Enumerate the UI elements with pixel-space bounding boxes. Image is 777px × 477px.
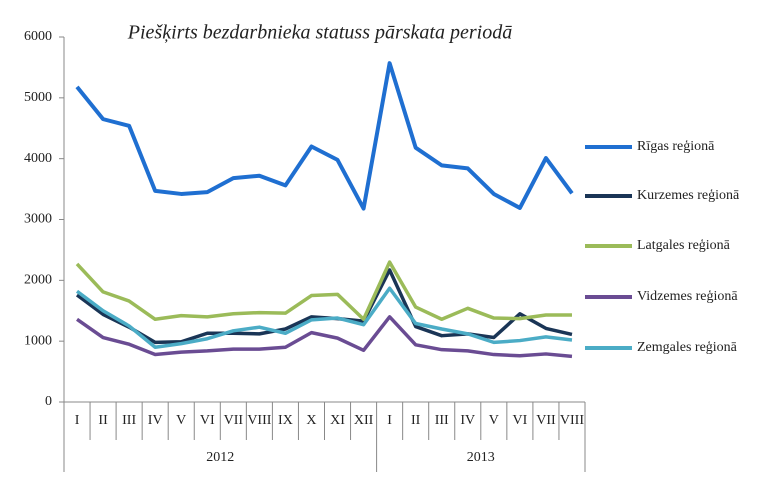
series-line xyxy=(75,61,574,211)
legend-label: Latgales reģionā xyxy=(637,237,731,253)
legend-label: Vidzemes reģionā xyxy=(637,288,738,304)
group-label: 2013 xyxy=(467,450,495,465)
x-tick-label: I xyxy=(387,413,392,428)
x-tick-label: V xyxy=(489,413,499,428)
y-tick-label: 4000 xyxy=(24,151,52,166)
x-tick-label: VII xyxy=(224,413,244,428)
x-tick-label: IV xyxy=(460,413,475,428)
chart-title: Piešķirts bezdarbnieka statuss pārskata … xyxy=(127,22,512,44)
x-tick-label: V xyxy=(176,413,186,428)
y-tick-label: 0 xyxy=(45,394,52,409)
x-tick-label: XI xyxy=(330,413,345,428)
legend-label: Kurzemes reģionā xyxy=(637,187,740,203)
series-line xyxy=(75,260,572,322)
x-tick-label: X xyxy=(306,413,316,428)
x-tick-label: II xyxy=(411,413,421,428)
legend-label: Zemgales reģionā xyxy=(637,339,738,355)
x-tick-label: XII xyxy=(354,413,374,428)
x-tick-label: III xyxy=(122,413,136,428)
y-tick-label: 3000 xyxy=(24,212,52,227)
legend-label: Rīgas reģionā xyxy=(637,138,715,154)
x-tick-label: VII xyxy=(536,413,556,428)
y-tick-label: 1000 xyxy=(24,333,52,348)
series-line xyxy=(76,315,573,359)
x-tick-label: VIII xyxy=(560,413,584,428)
series-line xyxy=(75,268,573,345)
x-tick-label: III xyxy=(435,413,449,428)
y-tick-label: 6000 xyxy=(24,29,52,44)
x-tick-label: VIII xyxy=(247,413,271,428)
x-tick-label: IV xyxy=(148,413,163,428)
x-tick-label: I xyxy=(75,413,80,428)
x-tick-label: VI xyxy=(512,413,527,428)
y-tick-label: 2000 xyxy=(24,273,52,288)
x-tick-label: IX xyxy=(278,413,293,428)
group-label: 2012 xyxy=(206,450,234,465)
x-tick-label: VI xyxy=(200,413,215,428)
x-tick-label: II xyxy=(98,413,108,428)
series-line xyxy=(75,286,573,349)
y-tick-label: 5000 xyxy=(24,90,52,105)
